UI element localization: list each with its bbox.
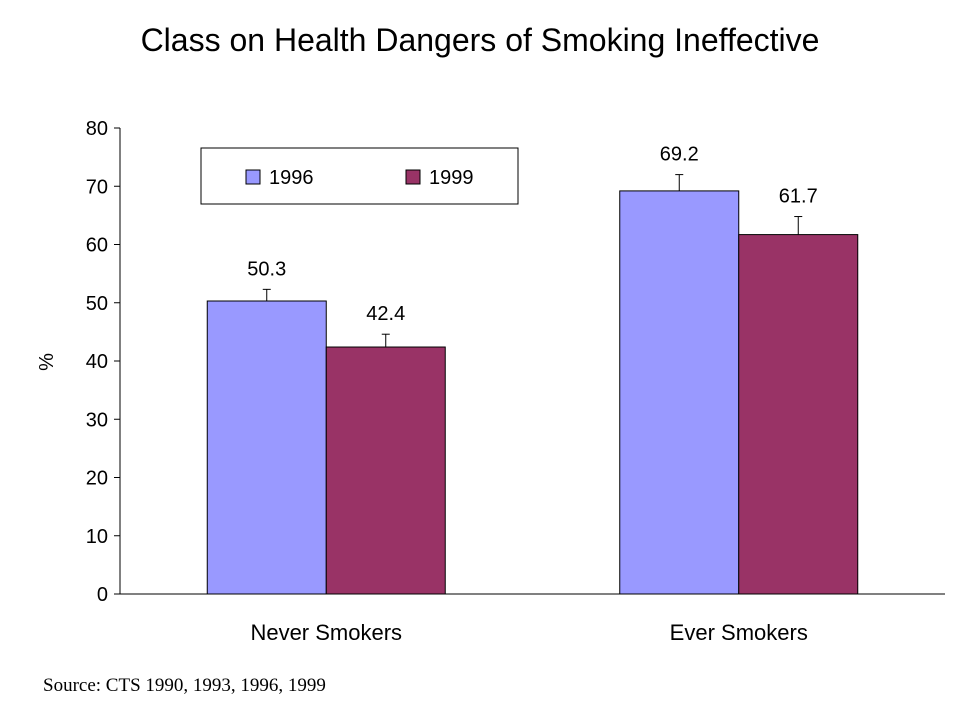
category-label: Ever Smokers — [670, 620, 808, 645]
error-bars-layer — [262, 174, 803, 348]
y-tick-label: 50 — [86, 293, 108, 315]
category-labels-layer: Never Smokers Ever Smokers — [250, 620, 807, 645]
legend-swatch-1996 — [245, 169, 261, 185]
y-tick-label: 70 — [86, 176, 108, 198]
source-note: Source: CTS 1990, 1993, 1996, 1999 — [43, 675, 326, 696]
legend-label-1996: 1996 — [269, 167, 314, 189]
y-tick-label: 10 — [86, 526, 108, 548]
data-label: 42.4 — [366, 303, 405, 325]
y-tick-label: 40 — [86, 351, 108, 373]
chart-title: Class on Health Dangers of Smoking Ineff… — [140, 22, 820, 58]
bar-1996-1 — [619, 190, 740, 595]
y-tick-label: 30 — [86, 409, 108, 431]
bar-1999-0 — [325, 346, 446, 595]
bar-1996-0 — [206, 300, 327, 595]
y-tick-label: 80 — [86, 118, 108, 140]
data-label: 69.2 — [660, 144, 699, 166]
bars-layer — [206, 190, 859, 595]
y-tick-label: 20 — [86, 468, 108, 490]
y-tick-label: 60 — [86, 235, 108, 257]
data-label: 61.7 — [779, 186, 818, 208]
category-label: Never Smokers — [250, 620, 402, 645]
legend-swatch-1999 — [405, 169, 421, 185]
bar-1999-1 — [738, 234, 859, 595]
legend: 1996 1999 — [200, 147, 519, 205]
data-label: 50.3 — [247, 258, 286, 280]
legend-label-1999: 1999 — [429, 167, 474, 189]
y-axis-label: % — [36, 353, 58, 371]
y-ticks-layer: 0 10 20 30 40 50 60 70 80 — [86, 118, 120, 606]
data-labels-layer: 50.3 42.4 69.2 61.7 — [247, 144, 817, 326]
y-tick-label: 0 — [97, 584, 108, 606]
